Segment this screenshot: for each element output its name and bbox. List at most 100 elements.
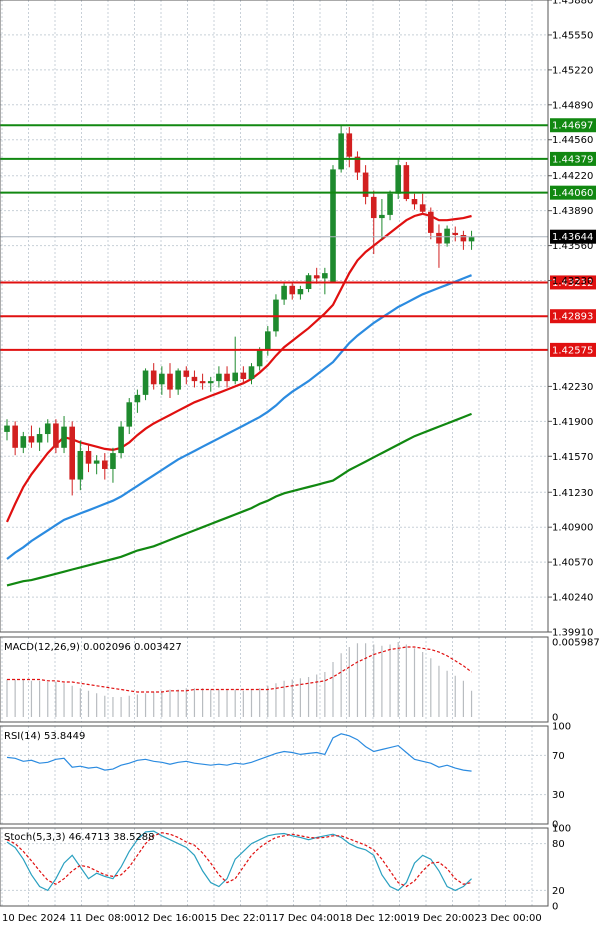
ma-slow-line [6,412,472,587]
candle-body [460,235,467,242]
candle [207,376,214,392]
candle [4,419,10,441]
candle-body [468,237,475,242]
candle [354,151,361,180]
candle [12,421,18,456]
moving-averages [5,212,472,587]
time-tick-label: 12 Dec 16:00 [137,913,204,924]
candle-body [313,275,320,279]
price-tick-label: 1.41570 [552,452,593,463]
candle-body [20,436,27,448]
level-label-bg [550,309,596,324]
candle-body [118,426,124,454]
candle-body [224,373,230,382]
candle [44,419,51,443]
candle [61,416,67,454]
stoch-tick-label: 20 [552,886,565,897]
candle [370,190,377,255]
stoch-pane: 100 80 20 0 [0,824,571,913]
price-tick-label: 1.41900 [552,417,593,428]
candle [232,336,238,385]
candle [20,431,27,454]
current-price-label: 1.43644 [552,232,593,243]
candle [167,363,173,399]
level-label-bg [550,275,596,290]
candle-body [281,285,287,300]
candle-body [102,460,108,469]
level-label: 1.44697 [552,121,593,132]
candle-body [207,381,214,384]
candle [216,366,222,388]
candle [134,389,141,413]
macd-signal-line [7,646,472,693]
price-tick-label: 1.40900 [552,523,593,534]
price-tick-label: 1.43560 [552,241,593,252]
candle-body [452,232,459,236]
candle-body [248,366,255,379]
stoch-title: Stoch(5,3,3) 46.4713 38.5288 [4,832,155,843]
rsi-pane: 100 70 30 0 [0,722,571,831]
level-label-bg [550,185,596,200]
level-label: 1.44379 [552,154,593,165]
candle [240,366,247,385]
price-tick-label: 1.44890 [552,100,593,111]
macd-frame [0,636,549,723]
candle [297,285,304,300]
candle-body [387,193,393,215]
candle [403,161,410,202]
rsi-tick-label: 70 [552,751,565,762]
candle [110,447,116,483]
candle-body [346,133,353,157]
level-label: 1.42575 [552,345,593,356]
stoch-main-line [6,830,472,892]
candle [338,124,344,173]
time-tick-label: 11 Dec 08:00 [70,913,137,924]
candle-body [216,373,222,382]
candle [452,226,459,242]
current-price-bg [550,229,596,244]
candle [142,368,149,401]
level-label: 1.43212 [552,278,593,289]
candle [150,363,157,390]
candles [4,124,475,496]
candle [69,421,75,496]
candle-body [167,373,173,390]
candle-body [297,289,304,295]
candle [387,190,393,221]
candle-body [110,453,116,469]
candle [191,370,198,388]
ma-mid-line [6,274,472,560]
candle [346,127,353,168]
candle [330,165,336,282]
level-label: 1.44060 [552,188,593,199]
candle-body [354,156,361,173]
stoch-frame [0,827,549,907]
time-tick-label: 15 Dec 22:01 [205,913,272,924]
candle [53,419,59,454]
candle-body [256,349,263,367]
candle [281,281,287,305]
candle-body [199,381,206,384]
candle-body [142,370,149,395]
stoch-tick-label: 100 [552,824,571,835]
candle [36,427,43,451]
candle [289,281,296,300]
candle [85,444,92,473]
price-tick-label: 1.41230 [552,488,593,499]
candle-body [77,450,84,480]
price-levels: 1.44697 1.44379 1.44060 1.43212 1.42893 1.425… [0,118,596,357]
price-tick-label: 1.40240 [552,593,593,604]
time-tick-label: 23 Dec 00:00 [475,913,542,924]
candle-body [428,211,434,233]
candle-body [191,376,198,382]
level-label-bg [550,118,596,133]
candle-body [159,373,165,385]
candle-body [322,273,328,279]
candle-body [403,165,410,200]
candle [175,368,181,395]
price-tick-label: 1.45880 [552,0,593,7]
candle-body [265,331,271,350]
candle-body [183,370,190,377]
